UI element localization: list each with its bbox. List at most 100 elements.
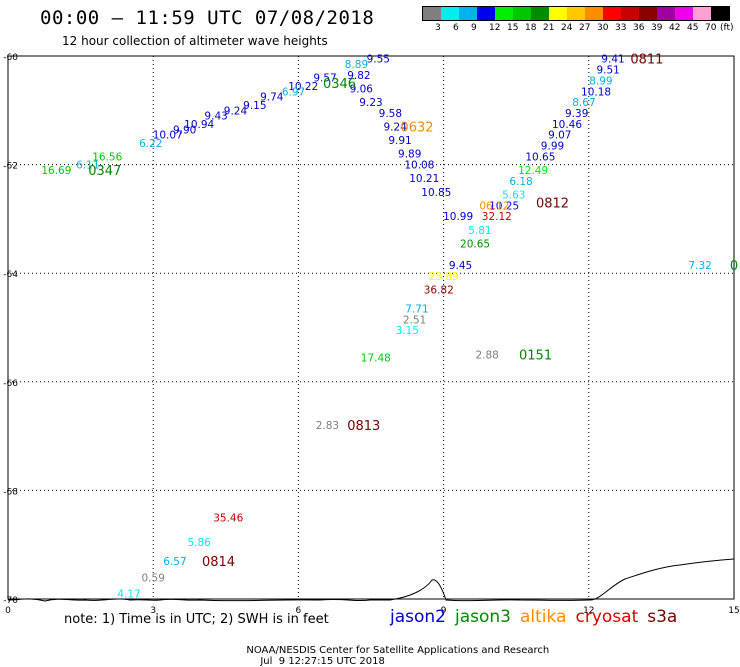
colorbar-tick-label: 70	[705, 23, 717, 33]
chart-subtitle: 12 hour collection of altimeter wave hei…	[62, 34, 328, 48]
coastline	[7, 558, 735, 602]
y-tick-label: -62	[3, 162, 18, 172]
swh-value-label: 9.57	[313, 73, 336, 85]
pass-id-label: 0813	[347, 419, 380, 434]
pass-id-label: 0151	[519, 349, 552, 364]
swh-value-label: 9.74	[260, 92, 284, 104]
x-tick-label: 3	[150, 606, 156, 616]
swh-value-label: 36.82	[424, 284, 454, 296]
swh-value-label: 9.24	[224, 105, 248, 117]
swh-value-label: 9.39	[565, 108, 588, 120]
swh-value-label: 6.18	[509, 176, 532, 188]
colorbar-tick-label: 6	[453, 23, 459, 33]
swh-value-label: 16.69	[41, 165, 71, 177]
colorbar: 3 6 9 12 15 18 21 24 27 30 33 36 39 42 45 70 (ft)	[422, 6, 734, 35]
x-tick-label: 15	[728, 606, 739, 616]
swh-value-label: 6.11	[76, 160, 99, 172]
colorbar-tick-label: 42	[669, 23, 681, 33]
plot-frame	[7, 55, 735, 600]
swh-value-label: 5.63	[502, 189, 525, 201]
colorbar-swatch	[549, 7, 567, 20]
swh-value-label: 10.07	[153, 130, 183, 142]
swh-value-label: 7.32	[688, 260, 711, 272]
pass-id-label: 0347	[88, 164, 121, 179]
legend-item-jason2: jason2	[390, 607, 446, 627]
legend-item-s3a: s3a	[647, 607, 678, 627]
colorbar-tick-label: 9	[471, 23, 477, 33]
pass-id-label: 0811	[630, 53, 663, 68]
swh-value-label: 12.49	[518, 165, 548, 177]
colorbar-unit: (ft)	[720, 23, 734, 33]
swh-value-label: 32.12	[482, 211, 512, 223]
swh-value-label: 9.99	[541, 141, 564, 153]
colorbar-tick-label: 12	[489, 23, 501, 33]
x-tick-label: 6	[296, 606, 302, 616]
satellite-legend: jason2 jason3 altika cryosat s3a	[390, 607, 677, 627]
colorbar-swatch	[711, 7, 729, 20]
swh-value-label: 10.99	[443, 211, 473, 223]
swh-value-label: 9.23	[359, 97, 382, 109]
swh-value-label: 6.22	[139, 138, 162, 150]
swh-value-label: 9.58	[379, 108, 402, 120]
pass-id-label: 0632	[400, 121, 433, 136]
swh-value-label: 20.65	[460, 238, 490, 250]
swh-value-label: 9.51	[596, 65, 619, 77]
swh-value-label: 16.56	[92, 151, 122, 163]
swh-value-label: 9.43	[204, 111, 227, 123]
colorbar-tick-label: 30	[597, 23, 609, 33]
colorbar-tick-label: 15	[507, 23, 519, 33]
swh-value-label: 10.25	[489, 200, 519, 212]
swh-value-label: 0.59	[142, 572, 165, 584]
swh-value-label: 6.97	[282, 86, 305, 98]
footer-credit: NOAA/NESDIS Center for Satellite Applica…	[240, 634, 549, 667]
note-prefix: note:	[64, 612, 98, 627]
colorbar-tick-label: 39	[651, 23, 663, 33]
colorbar-tick-label: 24	[561, 23, 573, 33]
colorbar-swatch	[495, 7, 513, 20]
colorbar-swatch	[639, 7, 657, 20]
swh-value-label: 8.67	[572, 97, 595, 109]
swh-value-label: 9.90	[173, 124, 196, 136]
y-tick-label: -64	[3, 270, 18, 280]
x-tick-label: 0	[5, 606, 11, 616]
colorbar-swatch	[531, 7, 549, 20]
swh-value-label: 5.86	[187, 537, 211, 549]
swh-value-label: 5.81	[468, 225, 491, 237]
swh-value-label: 10.85	[421, 187, 451, 199]
colorbar-swatch	[585, 7, 603, 20]
colorbar-swatch	[621, 7, 639, 20]
legend-item-jason3: jason3	[455, 607, 511, 627]
y-tick-label: -68	[3, 487, 18, 497]
swh-value-label: 10.46	[552, 119, 582, 131]
swh-value-label: 7.71	[405, 303, 428, 315]
colorbar-swatch	[657, 7, 675, 20]
x-tick-label: 12	[583, 606, 594, 616]
swh-value-label: 9.55	[367, 54, 390, 66]
colorbar-swatch	[603, 7, 621, 20]
chart-title: 00:00 – 11:59 UTC 07/08/2018	[40, 7, 375, 29]
x-tick-label: 9	[441, 606, 447, 616]
swh-value-label: 2.83	[316, 420, 339, 432]
colorbar-tick-label: 33	[615, 23, 627, 33]
swh-value-label: 9.15	[243, 100, 266, 112]
colorbar-swatch	[693, 7, 711, 20]
swh-value-label: 10.08	[404, 160, 434, 172]
swh-value-label: 2.51	[403, 314, 426, 326]
colorbar-tick-label: 27	[579, 23, 591, 33]
swh-value-label: 8.89	[345, 59, 368, 71]
swh-value-label: 8.99	[589, 75, 612, 87]
swh-value-label: 9.82	[347, 70, 370, 82]
swh-value-label: 35.46	[213, 513, 243, 525]
swh-value-label: 9.41	[601, 54, 624, 66]
pass-id-label: 0	[730, 259, 738, 274]
colorbar-swatch	[423, 7, 441, 20]
pass-id-label: 0814	[202, 555, 235, 570]
credit-text: NOAA/NESDIS Center for Satellite Applica…	[246, 645, 550, 656]
swh-value-label: 06.12	[479, 200, 509, 212]
swh-value-label: 17.48	[361, 352, 391, 364]
swh-value-label: 10.65	[525, 151, 555, 163]
swh-value-label: 9.45	[449, 260, 472, 272]
swh-value-label: 2.88	[475, 350, 498, 362]
legend-item-altika: altika	[520, 607, 567, 627]
swh-value-label: 9.07	[548, 130, 571, 142]
